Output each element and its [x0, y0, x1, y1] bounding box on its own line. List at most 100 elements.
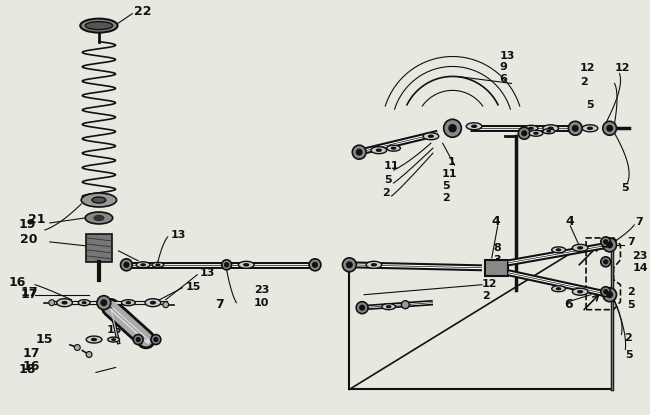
Ellipse shape: [572, 244, 588, 251]
Ellipse shape: [556, 288, 561, 290]
Ellipse shape: [547, 130, 551, 132]
Text: 12: 12: [482, 279, 497, 289]
Ellipse shape: [556, 249, 561, 251]
Ellipse shape: [156, 264, 160, 266]
Circle shape: [101, 300, 107, 305]
Circle shape: [97, 296, 110, 310]
Ellipse shape: [85, 212, 112, 224]
Circle shape: [522, 131, 526, 136]
Text: 17: 17: [22, 347, 40, 360]
Ellipse shape: [94, 215, 104, 220]
Circle shape: [601, 287, 610, 297]
Text: 22: 22: [135, 5, 151, 18]
Text: 7: 7: [214, 298, 224, 311]
Ellipse shape: [529, 130, 543, 136]
Text: 19: 19: [18, 218, 36, 232]
Text: 13: 13: [500, 51, 515, 61]
Text: 2: 2: [382, 188, 389, 198]
Ellipse shape: [428, 135, 434, 137]
Circle shape: [120, 259, 133, 271]
Text: 3: 3: [494, 255, 501, 265]
Circle shape: [601, 237, 610, 247]
Circle shape: [124, 262, 129, 267]
Circle shape: [360, 305, 365, 310]
Text: 17: 17: [20, 288, 38, 301]
Text: 5: 5: [621, 183, 629, 193]
Ellipse shape: [588, 127, 592, 129]
Text: 23: 23: [254, 285, 270, 295]
Text: 5: 5: [442, 181, 449, 191]
Ellipse shape: [62, 301, 67, 304]
Text: 6: 6: [564, 298, 573, 311]
Ellipse shape: [108, 337, 120, 342]
Circle shape: [607, 125, 612, 131]
Text: 15: 15: [89, 242, 105, 252]
Ellipse shape: [549, 127, 553, 129]
Text: 2: 2: [625, 332, 632, 342]
Text: 2: 2: [627, 287, 635, 297]
Text: 10: 10: [254, 298, 270, 308]
Ellipse shape: [534, 132, 538, 134]
Ellipse shape: [371, 147, 387, 154]
Circle shape: [604, 260, 608, 264]
Ellipse shape: [466, 123, 482, 130]
Ellipse shape: [372, 264, 376, 266]
Circle shape: [151, 334, 161, 344]
Text: 5: 5: [384, 175, 391, 185]
Ellipse shape: [83, 302, 86, 304]
Ellipse shape: [472, 125, 476, 127]
Text: 7: 7: [627, 237, 635, 247]
Ellipse shape: [578, 290, 582, 293]
Ellipse shape: [387, 145, 400, 151]
Circle shape: [133, 334, 143, 344]
Circle shape: [356, 149, 362, 155]
Ellipse shape: [552, 286, 566, 292]
Text: 23: 23: [632, 251, 647, 261]
Circle shape: [607, 242, 612, 248]
Circle shape: [603, 288, 616, 302]
Circle shape: [601, 257, 610, 267]
Text: 9: 9: [500, 63, 508, 73]
Circle shape: [309, 259, 321, 271]
Ellipse shape: [92, 197, 106, 203]
Circle shape: [607, 292, 612, 298]
Text: 7: 7: [635, 217, 643, 227]
Bar: [86, 234, 112, 262]
Text: 15: 15: [107, 325, 122, 334]
Circle shape: [604, 290, 608, 294]
Text: 5: 5: [494, 267, 501, 277]
Bar: [485, 260, 508, 276]
Text: 13: 13: [138, 339, 153, 349]
Text: 16: 16: [8, 276, 26, 289]
Text: 17: 17: [20, 286, 38, 299]
Circle shape: [162, 302, 168, 308]
Text: 14: 14: [632, 263, 648, 273]
Ellipse shape: [85, 22, 112, 29]
Ellipse shape: [578, 247, 582, 249]
Circle shape: [356, 302, 368, 314]
Circle shape: [573, 125, 578, 131]
Ellipse shape: [529, 127, 533, 129]
Circle shape: [225, 263, 229, 267]
Ellipse shape: [382, 304, 396, 310]
Ellipse shape: [136, 262, 150, 268]
Text: 18: 18: [18, 363, 36, 376]
Circle shape: [603, 238, 616, 252]
Circle shape: [518, 127, 530, 139]
Ellipse shape: [57, 299, 72, 307]
Text: 12: 12: [580, 63, 595, 73]
Ellipse shape: [543, 125, 558, 132]
Text: 5: 5: [627, 300, 635, 310]
Text: 5: 5: [586, 100, 593, 110]
Ellipse shape: [239, 261, 254, 268]
Text: 1: 1: [448, 157, 456, 167]
Ellipse shape: [81, 193, 116, 207]
Ellipse shape: [151, 301, 155, 304]
Ellipse shape: [80, 19, 118, 33]
Text: 5: 5: [625, 349, 633, 359]
Circle shape: [603, 121, 616, 135]
Circle shape: [449, 124, 456, 132]
Text: 21: 21: [28, 213, 46, 227]
Ellipse shape: [524, 125, 538, 131]
Circle shape: [604, 240, 608, 244]
